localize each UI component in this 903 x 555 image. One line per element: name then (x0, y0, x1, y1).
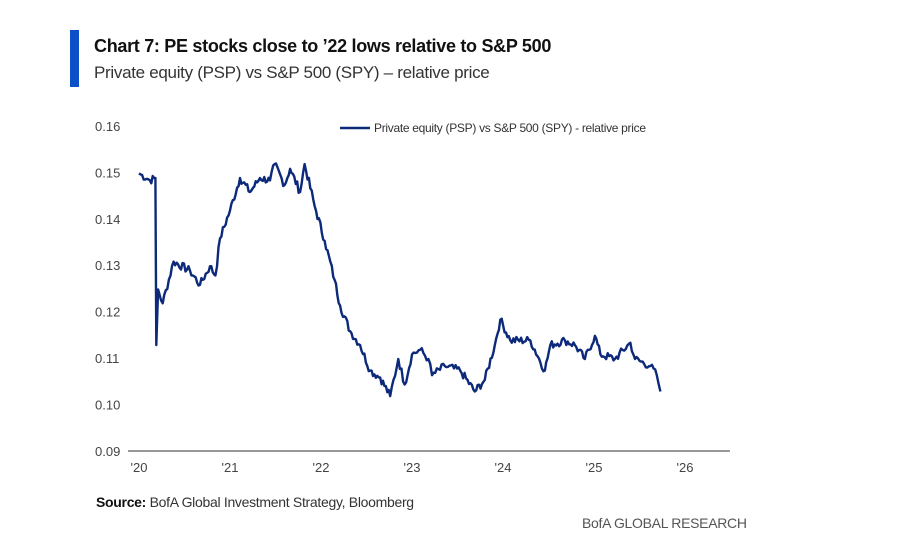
series-line-psp-vs-spy (138, 162, 662, 398)
y-tick-label: 0.09 (95, 444, 120, 459)
x-tick-label: '26 (677, 460, 694, 475)
y-tick-label: 0.14 (95, 212, 120, 227)
source-note: Source: BofA Global Investment Strategy,… (96, 494, 414, 510)
x-tick-label: '22 (313, 460, 330, 475)
y-tick-label: 0.15 (95, 165, 120, 180)
y-tick-label: 0.16 (95, 119, 120, 134)
x-tick-label: '25 (586, 460, 603, 475)
x-tick-label: '24 (495, 460, 512, 475)
source-text: BofA Global Investment Strategy, Bloombe… (146, 494, 414, 510)
x-tick-label: '23 (404, 460, 421, 475)
x-tick-label: '21 (222, 460, 239, 475)
x-tick-label: '20 (131, 460, 148, 475)
y-tick-label: 0.12 (95, 305, 120, 320)
chart-subtitle: Private equity (PSP) vs S&P 500 (SPY) – … (94, 63, 490, 82)
y-tick-label: 0.11 (95, 351, 119, 366)
y-tick-label: 0.10 (95, 397, 120, 412)
legend-label: Private equity (PSP) vs S&P 500 (SPY) - … (374, 121, 646, 135)
chart-title: Chart 7: PE stocks close to ’22 lows rel… (94, 36, 552, 56)
source-label: Source: (96, 494, 147, 510)
y-tick-label: 0.13 (95, 258, 120, 273)
brand-label: BofA GLOBAL RESEARCH (582, 515, 747, 531)
accent-bar (70, 30, 79, 87)
